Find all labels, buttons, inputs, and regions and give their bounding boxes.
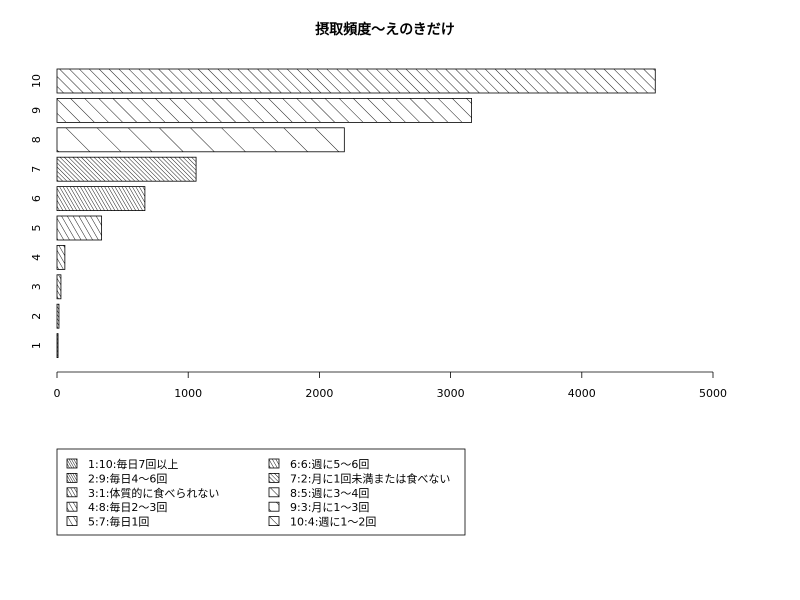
legend-entry: 9:3:月に1〜3回	[268, 501, 369, 514]
bars	[56, 68, 656, 359]
legend-entry: 4:8:毎日2〜3回	[66, 501, 167, 514]
bar-10	[56, 68, 656, 94]
legend-swatch	[268, 487, 280, 498]
legend-swatch	[66, 516, 78, 526]
bar-9	[56, 98, 472, 123]
legend-entry: 2:9:毎日4〜6回	[66, 472, 167, 485]
legend-label: 4:8:毎日2〜3回	[88, 501, 167, 514]
legend-swatch	[268, 501, 280, 512]
legend-label: 7:2:月に1回未満または食べない	[290, 471, 450, 485]
x-tick-label: 3000	[437, 387, 465, 400]
legend-swatch	[268, 516, 280, 526]
bar-6	[56, 186, 146, 212]
legend-entry: 7:2:月に1回未満または食べない	[268, 471, 450, 485]
legend-box	[56, 448, 466, 536]
x-tick-label: 2000	[305, 387, 333, 400]
legend-label: 8:5:週に3〜4回	[290, 487, 369, 500]
x-tick-label: 1000	[174, 387, 202, 400]
legend-label: 6:6:週に5〜6回	[290, 458, 369, 471]
y-tick-label: 6	[30, 195, 43, 202]
y-tick-labels: 1 2 3 4 5 6 7 8 9 10	[30, 74, 43, 349]
x-tick-label: 4000	[568, 387, 596, 400]
y-tick-label: 7	[30, 166, 43, 173]
legend-label: 1:10:毎日7回以上	[88, 458, 178, 471]
legend: 1:10:毎日7回以上2:9:毎日4〜6回3:1:体質的に食べられない4:8:毎…	[56, 448, 466, 536]
legend-label: 9:3:月に1〜3回	[290, 501, 369, 514]
legend-entry: 3:1:体質的に食べられない	[66, 486, 219, 500]
bar-5	[56, 215, 103, 241]
legend-swatch	[66, 472, 78, 483]
bar-3	[56, 274, 62, 300]
legend-swatch	[66, 458, 78, 469]
legend-entry: 5:7:毎日1回	[66, 516, 149, 529]
y-tick-label: 9	[30, 107, 43, 114]
bar-8	[56, 127, 345, 153]
legend-label: 5:7:毎日1回	[88, 516, 149, 529]
y-tick-label: 2	[30, 313, 43, 320]
bar-1	[56, 333, 59, 359]
legend-entry: 8:5:週に3〜4回	[268, 487, 369, 500]
bar-7	[56, 156, 197, 182]
y-tick-label: 1	[30, 342, 43, 349]
legend-swatch	[66, 501, 78, 512]
y-tick-label: 3	[30, 283, 43, 290]
legend-swatch	[268, 458, 280, 469]
bar-4	[56, 244, 66, 270]
bar-2	[56, 303, 60, 329]
legend-swatch	[268, 472, 280, 483]
y-tick-label: 4	[30, 254, 43, 261]
y-tick-label: 10	[30, 74, 43, 88]
x-tick-label: 0	[54, 387, 61, 400]
legend-label: 2:9:毎日4〜6回	[88, 472, 167, 485]
y-tick-label: 8	[30, 136, 43, 143]
legend-entry: 1:10:毎日7回以上	[66, 458, 178, 471]
x-axis: 0 1000 2000 3000 4000 5000	[54, 371, 727, 400]
legend-entry: 10:4:週に1〜2回	[268, 516, 376, 529]
legend-label: 10:4:週に1〜2回	[290, 516, 376, 529]
y-tick-label: 5	[30, 225, 43, 232]
legend-entry: 6:6:週に5〜6回	[268, 458, 369, 471]
legend-label: 3:1:体質的に食べられない	[88, 486, 219, 500]
legend-swatch	[66, 487, 78, 498]
chart-title: 摂取頻度〜えのきだけ	[315, 21, 455, 38]
x-tick-label: 5000	[699, 387, 727, 400]
